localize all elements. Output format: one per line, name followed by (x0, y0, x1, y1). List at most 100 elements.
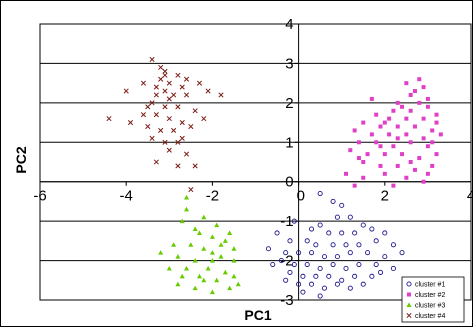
data-point (391, 108, 396, 113)
data-points (106, 56, 443, 299)
data-point (166, 147, 172, 153)
data-point (321, 254, 328, 260)
data-point (231, 246, 237, 251)
data-point (391, 144, 396, 149)
data-point (382, 120, 387, 125)
data-point (140, 112, 146, 118)
data-point (127, 120, 134, 126)
data-point (287, 269, 293, 275)
x-axis-title: PC1 (244, 307, 271, 323)
data-point (162, 104, 168, 110)
data-point (425, 171, 430, 176)
y-tick-label: 3 (285, 55, 293, 72)
legend-item: cluster #4 (406, 312, 445, 320)
data-point (347, 250, 353, 256)
data-point (400, 104, 405, 109)
y-tick-label: 4 (285, 16, 293, 33)
data-point (339, 230, 345, 236)
data-point (360, 222, 366, 228)
data-point (308, 250, 315, 256)
data-point (408, 92, 413, 97)
data-point (179, 273, 185, 279)
data-point (149, 56, 155, 63)
legend-label: cluster #1 (415, 282, 445, 289)
data-point (326, 273, 332, 279)
data-point (404, 175, 409, 180)
data-point (171, 242, 177, 247)
data-point (356, 242, 362, 248)
legend-item: cluster #2 (407, 292, 445, 299)
data-point (231, 273, 237, 279)
data-point (175, 254, 181, 259)
data-point (412, 124, 417, 129)
data-point (222, 238, 228, 243)
data-point (218, 254, 224, 259)
data-point (235, 281, 241, 287)
data-point (434, 152, 439, 157)
data-point (192, 226, 198, 232)
y-tick-label: 1 (285, 134, 293, 151)
series-2 (344, 77, 443, 188)
data-point (369, 273, 375, 279)
data-point (356, 140, 361, 145)
data-point (421, 136, 426, 141)
data-point (308, 281, 315, 287)
data-point (175, 139, 181, 145)
data-point (158, 76, 164, 82)
data-point (374, 140, 379, 145)
data-point (201, 277, 207, 283)
data-point (296, 281, 302, 287)
data-point (283, 277, 289, 283)
data-point (417, 77, 422, 82)
data-point (348, 148, 353, 153)
data-point (278, 258, 284, 264)
data-point (374, 112, 379, 117)
data-point (192, 257, 198, 263)
data-point (317, 293, 323, 299)
data-point (378, 124, 383, 129)
data-point (265, 246, 271, 252)
data-point (149, 135, 155, 141)
data-point (395, 163, 400, 168)
data-point (347, 285, 353, 291)
data-point (162, 139, 168, 145)
data-point (326, 230, 332, 236)
data-point (274, 230, 280, 236)
data-point (218, 242, 224, 247)
data-point (153, 84, 159, 90)
data-point (361, 120, 366, 125)
data-point (313, 273, 319, 279)
y-tick-label: 0 (285, 174, 293, 191)
data-point (123, 88, 129, 94)
data-point (209, 250, 215, 255)
data-point (192, 163, 198, 169)
data-point (149, 100, 155, 106)
data-point (171, 92, 177, 98)
data-point (227, 285, 233, 291)
legend-item: cluster #3 (406, 302, 445, 310)
data-point (192, 108, 198, 114)
data-point (308, 226, 315, 232)
data-point (175, 163, 181, 169)
data-point (201, 214, 207, 220)
data-point (369, 132, 374, 137)
data-point (287, 238, 293, 244)
data-point (404, 116, 409, 121)
data-point (387, 116, 392, 121)
data-point (430, 128, 435, 133)
data-point (408, 140, 413, 145)
data-point (296, 250, 302, 256)
data-point (214, 277, 220, 283)
data-point (352, 230, 358, 236)
data-point (175, 104, 181, 110)
data-point (166, 265, 172, 271)
data-point (209, 289, 215, 295)
data-point (365, 152, 370, 157)
data-point (179, 218, 185, 224)
data-point (334, 281, 340, 287)
x-tick-label: 2 (381, 188, 389, 205)
data-point (158, 250, 164, 255)
data-point (283, 250, 289, 256)
